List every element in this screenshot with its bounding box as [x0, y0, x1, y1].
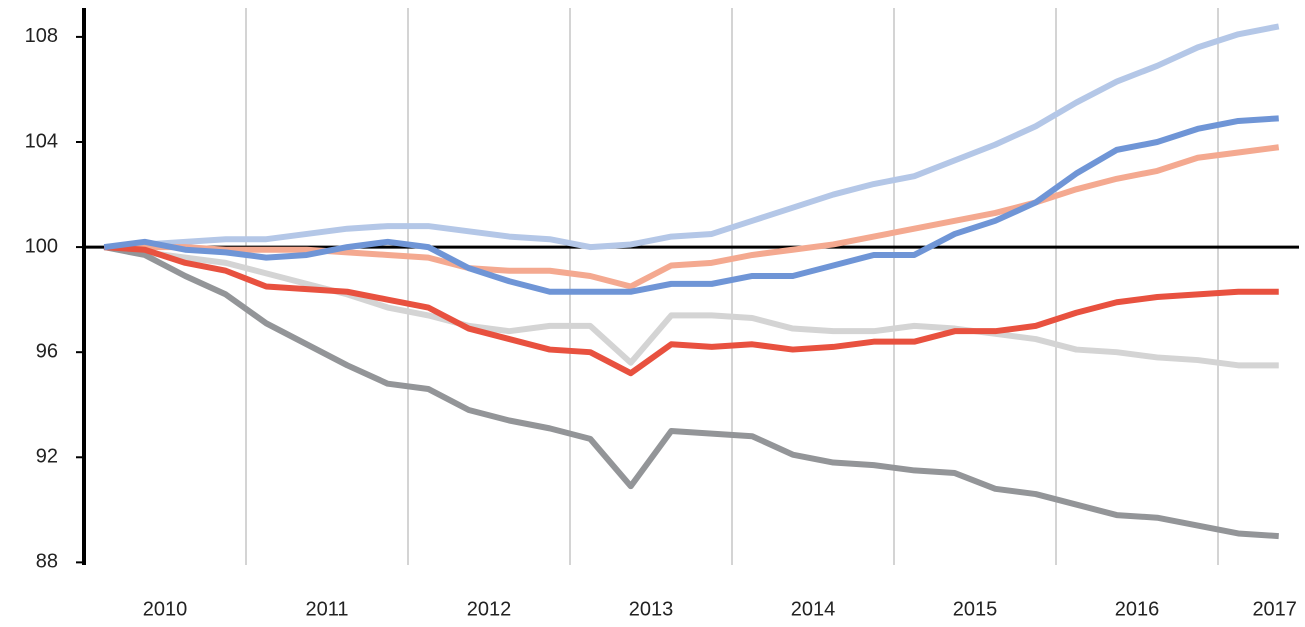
series-line: [104, 244, 1279, 377]
x-tick-label: 2016: [1115, 598, 1160, 620]
x-tick-label: 2014: [791, 598, 836, 620]
y-tick-label: 108: [25, 25, 58, 47]
x-tick-label: 2011: [305, 598, 348, 620]
series-line: [103, 244, 1279, 540]
x-tick-label: 2015: [953, 598, 998, 620]
x-tick-label: 2013: [629, 598, 674, 620]
series-line: [104, 144, 1280, 290]
y-tick-label: 96: [36, 340, 58, 362]
series-line: [104, 23, 1280, 251]
x-tick-label: 2012: [467, 598, 512, 620]
y-tick-label: 104: [25, 130, 58, 152]
x-tick-label: 2010: [143, 598, 188, 620]
series-line: [103, 115, 1279, 295]
series-line: [103, 244, 1279, 369]
x-tick-label: 2017: [1252, 598, 1297, 620]
y-tick-label: 88: [36, 551, 58, 573]
y-tick-label: 100: [25, 235, 58, 257]
y-tick-label: 92: [36, 446, 58, 468]
